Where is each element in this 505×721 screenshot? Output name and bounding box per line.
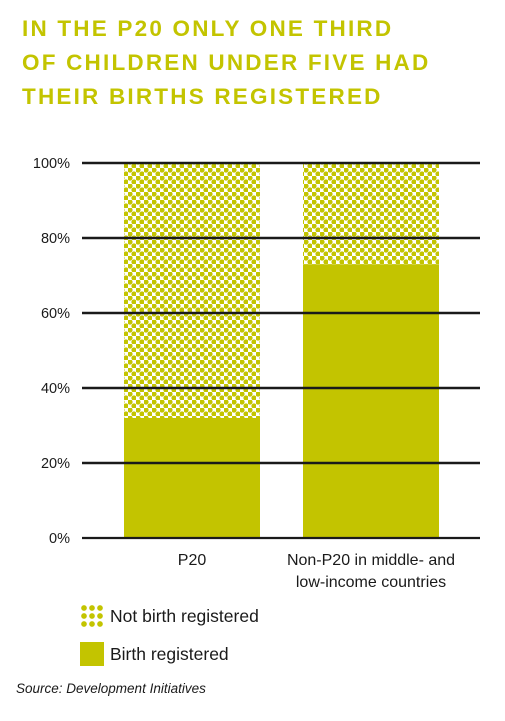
y-tick-label-4: 80% (41, 231, 70, 247)
x-tick-label-1-0: Non-P20 in middle- and (287, 552, 455, 569)
y-tick-label-5: 100% (33, 156, 70, 172)
legend-swatch-solid (80, 642, 104, 666)
y-tick-label-3: 60% (41, 306, 70, 322)
x-tick-label-0-0: P20 (178, 552, 207, 569)
bar-chart: 0% 20% 40% 60% 80% 100% P20 Non-P20 in middle- … (33, 156, 480, 591)
axis-labels: 0% 20% 40% 60% 80% 100% P20 Non-P20 in middle- … (33, 156, 455, 591)
legend-label-registered: Birth registered (110, 643, 229, 664)
legend-item-not-registered: Not birth registered (80, 604, 259, 628)
bar-birth-registered-1 (303, 264, 439, 538)
bar-birth-registered-0 (124, 418, 260, 538)
x-tick-label-1-1: low-income countries (296, 574, 446, 591)
legend: Not birth registered Birth registered (80, 604, 259, 680)
title-line-2: OF CHILDREN UNDER FIVE HAD (22, 50, 431, 75)
title-line-3: THEIR BIRTHS REGISTERED (22, 84, 383, 109)
legend-item-registered: Birth registered (80, 642, 259, 666)
bars (124, 163, 439, 538)
bar-not-registered-0 (124, 163, 260, 418)
y-tick-label-1: 20% (41, 456, 70, 472)
legend-swatch-dotted (80, 604, 104, 628)
y-tick-label-0: 0% (49, 531, 70, 547)
y-tick-label-2: 40% (41, 381, 70, 397)
title-line-1: IN THE P20 ONLY ONE THIRD (22, 16, 394, 41)
source-note: Source: Development Initiatives (16, 681, 206, 696)
chart-title: IN THE P20 ONLY ONE THIRD OF CHILDREN UN… (22, 12, 492, 114)
gridlines (82, 161, 480, 540)
legend-label-not-registered: Not birth registered (110, 605, 259, 626)
bar-not-registered-1 (303, 163, 439, 265)
